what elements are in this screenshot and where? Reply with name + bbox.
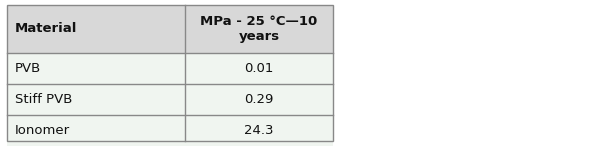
Text: Stiff PVB: Stiff PVB (15, 93, 73, 106)
Bar (7, 115, 333, 146)
Text: 24.3: 24.3 (244, 124, 274, 137)
Bar (7, 53, 333, 84)
Bar (7, 5, 333, 53)
Bar (7, 84, 333, 115)
Text: Material: Material (15, 22, 77, 35)
Text: Ionomer: Ionomer (15, 124, 70, 137)
Text: 0.01: 0.01 (244, 62, 274, 75)
Bar (7, 5, 333, 141)
Text: PVB: PVB (15, 62, 41, 75)
Text: MPa - 25 °C—10
years: MPa - 25 °C—10 years (200, 15, 317, 43)
Text: 0.29: 0.29 (244, 93, 274, 106)
